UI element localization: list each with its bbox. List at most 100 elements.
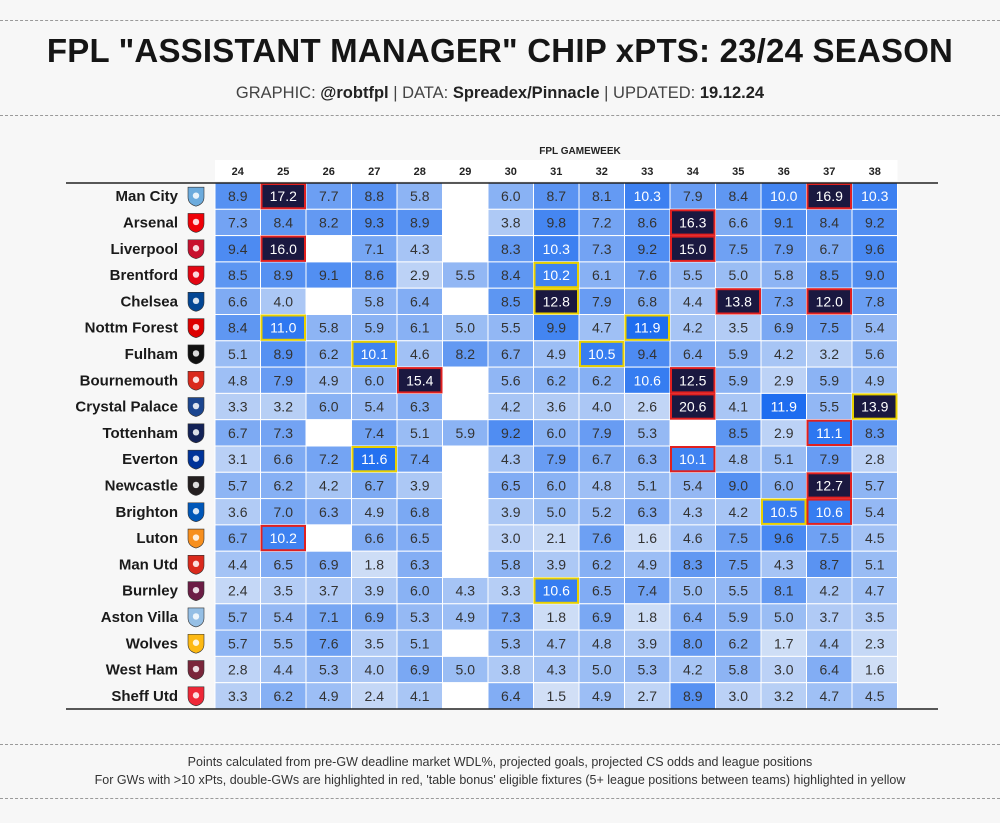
heatmap-cell-value: 4.5 [865, 688, 885, 704]
heatmap-cell-value: 7.4 [638, 583, 658, 599]
heatmap-cell-value: 3.1 [228, 451, 248, 467]
heatmap-cell [806, 603, 853, 631]
heatmap-cell-value: 6.2 [274, 477, 294, 493]
heatmap-cell-value: 10.6 [543, 583, 570, 599]
heatmap-cell-value: 3.5 [365, 635, 385, 651]
heatmap-cell-value: 4.9 [365, 504, 385, 520]
heatmap-cell [760, 340, 807, 368]
heatmap-cell-value: 5.4 [865, 320, 885, 336]
heatmap-cell-value: 5.5 [274, 635, 294, 651]
badge-emblem [192, 508, 200, 515]
heatmap-cell [305, 445, 352, 473]
cell-highlight-outline [670, 235, 716, 262]
heatmap-cell-value: 4.2 [319, 477, 339, 493]
heatmap-cell-value: 3.0 [729, 688, 749, 704]
heatmap-cell-value: 1.6 [638, 530, 658, 546]
heatmap-cell-value: 6.7 [820, 241, 840, 257]
heatmap-cell-value: 11.9 [771, 399, 797, 415]
heatmap-cell-value: 8.1 [592, 188, 612, 204]
heatmap-cell-value: 4.2 [501, 399, 521, 415]
nottm-forest-badge-icon [187, 318, 205, 338]
heatmap-cell-value: 5.1 [410, 425, 430, 441]
heatmap-cell-value: 10.3 [634, 188, 661, 204]
heatmap-cell-value: 3.9 [547, 556, 567, 572]
gameweek-tick-label: 28 [414, 166, 426, 178]
heatmap-cell-value: 7.9 [774, 241, 794, 257]
heatmap-cell-value: 5.0 [774, 609, 794, 625]
sheff-utd-badge-icon [187, 686, 205, 707]
heatmap-cell [715, 261, 762, 289]
heatmap-cell [487, 366, 534, 394]
heatmap-cell-value: 5.5 [456, 267, 476, 283]
heatmap-cell-value: 6.5 [274, 556, 294, 572]
heatmap-cell-value: 4.9 [865, 372, 885, 388]
heatmap-cell [669, 287, 716, 316]
heatmap-cell-value: 6.7 [228, 425, 248, 441]
heatmap-cell [487, 261, 534, 289]
heatmap-cell-value: 11.0 [270, 320, 296, 336]
heatmap-cell-value: 5.9 [729, 609, 749, 625]
heatmap-cell-value: 7.8 [865, 293, 885, 309]
gameweek-tick-label: 38 [869, 166, 881, 178]
heatmap-cell [351, 392, 398, 421]
heatmap-cell [396, 603, 443, 631]
heatmap-cell [442, 471, 489, 500]
heatmap-cell-value: 8.7 [547, 188, 567, 204]
heatmap-cell-value: 5.0 [592, 662, 612, 678]
heatmap-cell-value: 6.7 [228, 530, 248, 546]
badge-emblem [192, 613, 200, 620]
team-name-label: Brighton [116, 504, 178, 521]
heatmap-cell-value: 7.3 [592, 241, 612, 257]
heatmap-cell-value: 4.4 [683, 293, 703, 309]
team-name-label: Tottenham [102, 425, 178, 442]
heatmap-cell [351, 314, 398, 342]
heatmap-cell-value: 4.4 [274, 662, 294, 678]
team-name-label: Fulham [125, 346, 178, 363]
heatmap-cell [487, 235, 534, 263]
heatmap-cell-value: 6.4 [683, 609, 703, 625]
heatmap-cell [487, 445, 534, 473]
heatmap-cell-value: 6.1 [592, 267, 612, 283]
heatmap-cell-value: 9.4 [638, 346, 658, 362]
heatmap-cell-value: 5.1 [774, 451, 794, 467]
heatmap-cell-value: 3.7 [820, 609, 840, 625]
heatmap-cell-value: 6.2 [274, 688, 294, 704]
heatmap-cell-value: 5.5 [683, 267, 703, 283]
top-divider [0, 20, 1000, 21]
heatmap-cell [442, 366, 489, 394]
heatmap-cell-value: 7.5 [820, 320, 840, 336]
heatmap-cell [624, 392, 671, 421]
heatmap-cell [533, 524, 580, 552]
heatmap-cell-value: 5.6 [501, 372, 521, 388]
heatmap-cell-value: 5.8 [365, 293, 385, 309]
cell-highlight-outline [260, 524, 306, 552]
heatmap-cell-value: 8.9 [683, 688, 703, 704]
tottenham-badge-icon [187, 423, 205, 444]
team-name-label: Nottm Forest [85, 320, 178, 337]
heatmap-cell-value: 6.9 [365, 609, 385, 625]
heatmap-cell-value: 8.7 [820, 556, 840, 572]
gameweek-tick-label: 26 [323, 166, 335, 178]
heatmap-cell-value: 11.9 [634, 320, 660, 336]
heatmap-cell-value: 7.2 [592, 214, 612, 230]
heatmap-cell [760, 655, 807, 684]
heatmap-cell-value: 7.6 [319, 635, 339, 651]
heatmap-cell-value: 4.2 [683, 662, 703, 678]
heatmap-cell [351, 261, 398, 289]
heatmap-cell [442, 655, 489, 684]
heatmap-cell-value: 6.7 [365, 477, 385, 493]
heatmap-cell-value: 5.3 [638, 662, 658, 678]
heatmap-cell-value: 3.9 [638, 635, 658, 651]
heatmap-cell-value: 7.0 [274, 504, 294, 520]
heatmap-cell [760, 629, 807, 657]
heatmap-cell-value: 16.0 [270, 241, 297, 257]
team-name-label: Chelsea [120, 293, 178, 310]
heatmap-cell [305, 235, 352, 263]
gameweek-tick-label: 24 [232, 166, 245, 178]
heatmap-cell [578, 629, 625, 657]
heatmap-cell-value: 4.8 [729, 451, 749, 467]
heatmap-cell [260, 445, 307, 473]
heatmap-cell [351, 498, 398, 526]
team-name-label: Aston Villa [101, 609, 179, 626]
heatmap-cell [578, 366, 625, 394]
